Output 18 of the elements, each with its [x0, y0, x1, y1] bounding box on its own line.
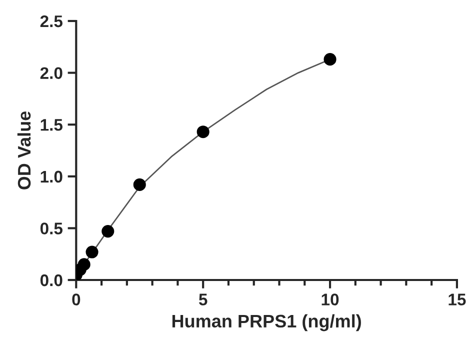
point — [86, 246, 98, 258]
y-tick-label: 1.0 — [40, 170, 62, 183]
y-tick-label: 0.5 — [40, 222, 63, 234]
x-tick-label: 15 — [448, 294, 466, 306]
x-tick-label: 5 — [198, 294, 208, 306]
y-tick-label: 1.5 — [40, 119, 63, 131]
point — [102, 225, 114, 238]
y-tick-label: 0.0 — [40, 274, 62, 286]
point — [196, 126, 210, 138]
y-tick-label: 2.0 — [40, 67, 62, 80]
point — [324, 53, 336, 66]
y-tick-label: 2.5 — [40, 15, 63, 28]
point — [78, 258, 90, 271]
x-tick-label: 0 — [72, 294, 80, 306]
x-axis-title: Human PRPS1 (ng/ml) — [172, 314, 361, 332]
x-tick-label: 10 — [322, 294, 339, 306]
y-axis-title: OD Value — [17, 111, 31, 190]
point — [133, 178, 146, 191]
